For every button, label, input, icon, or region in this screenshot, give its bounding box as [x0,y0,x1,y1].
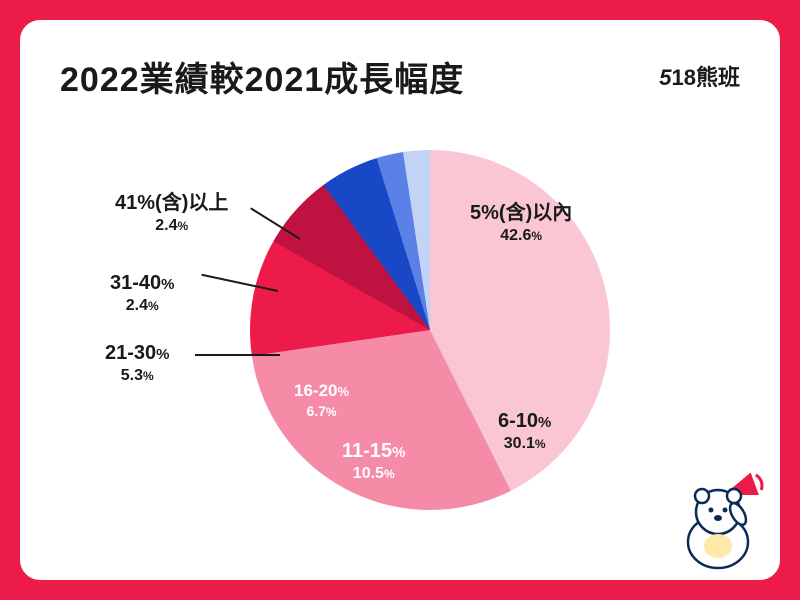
slice-label-6: 41%(含)以上 2.4% [115,190,228,237]
slice-label-1: 6-10% 30.1% [498,408,551,455]
slice-label-4: 21-30% 5.3% [105,340,170,387]
slice-label-0: 5%(含)以內 42.6% [470,200,572,247]
slice-label-5: 31-40% 2.4% [110,270,175,317]
slice-value-0: 42.6 [500,227,531,244]
slice-value-1: 30.1 [504,435,535,452]
chart-title: 2022業績較2021成長幅度 [60,52,464,101]
slice-name-6: 41%(含)以上 [115,192,228,214]
mascot-bear-icon [680,470,770,570]
slice-value-3: 6.7 [306,403,325,419]
slice-label-2: 11-15% 10.5% [342,438,405,485]
slice-name-0: 5%(含)以內 [470,202,572,224]
chart-card: 2022業績較2021成長幅度 518熊班 5%(含)以內 42.6% 6-10… [20,20,780,580]
brand-logo: 518熊班 [659,60,740,92]
slice-value-4: 5.3 [121,367,143,384]
slice-value-5: 2.4 [126,297,148,314]
slice-value-6: 2.4 [155,217,177,234]
leader-line-4 [195,354,280,356]
slice-value-2: 10.5 [353,465,384,482]
slice-label-3: 16-20% 6.7% [294,380,349,421]
